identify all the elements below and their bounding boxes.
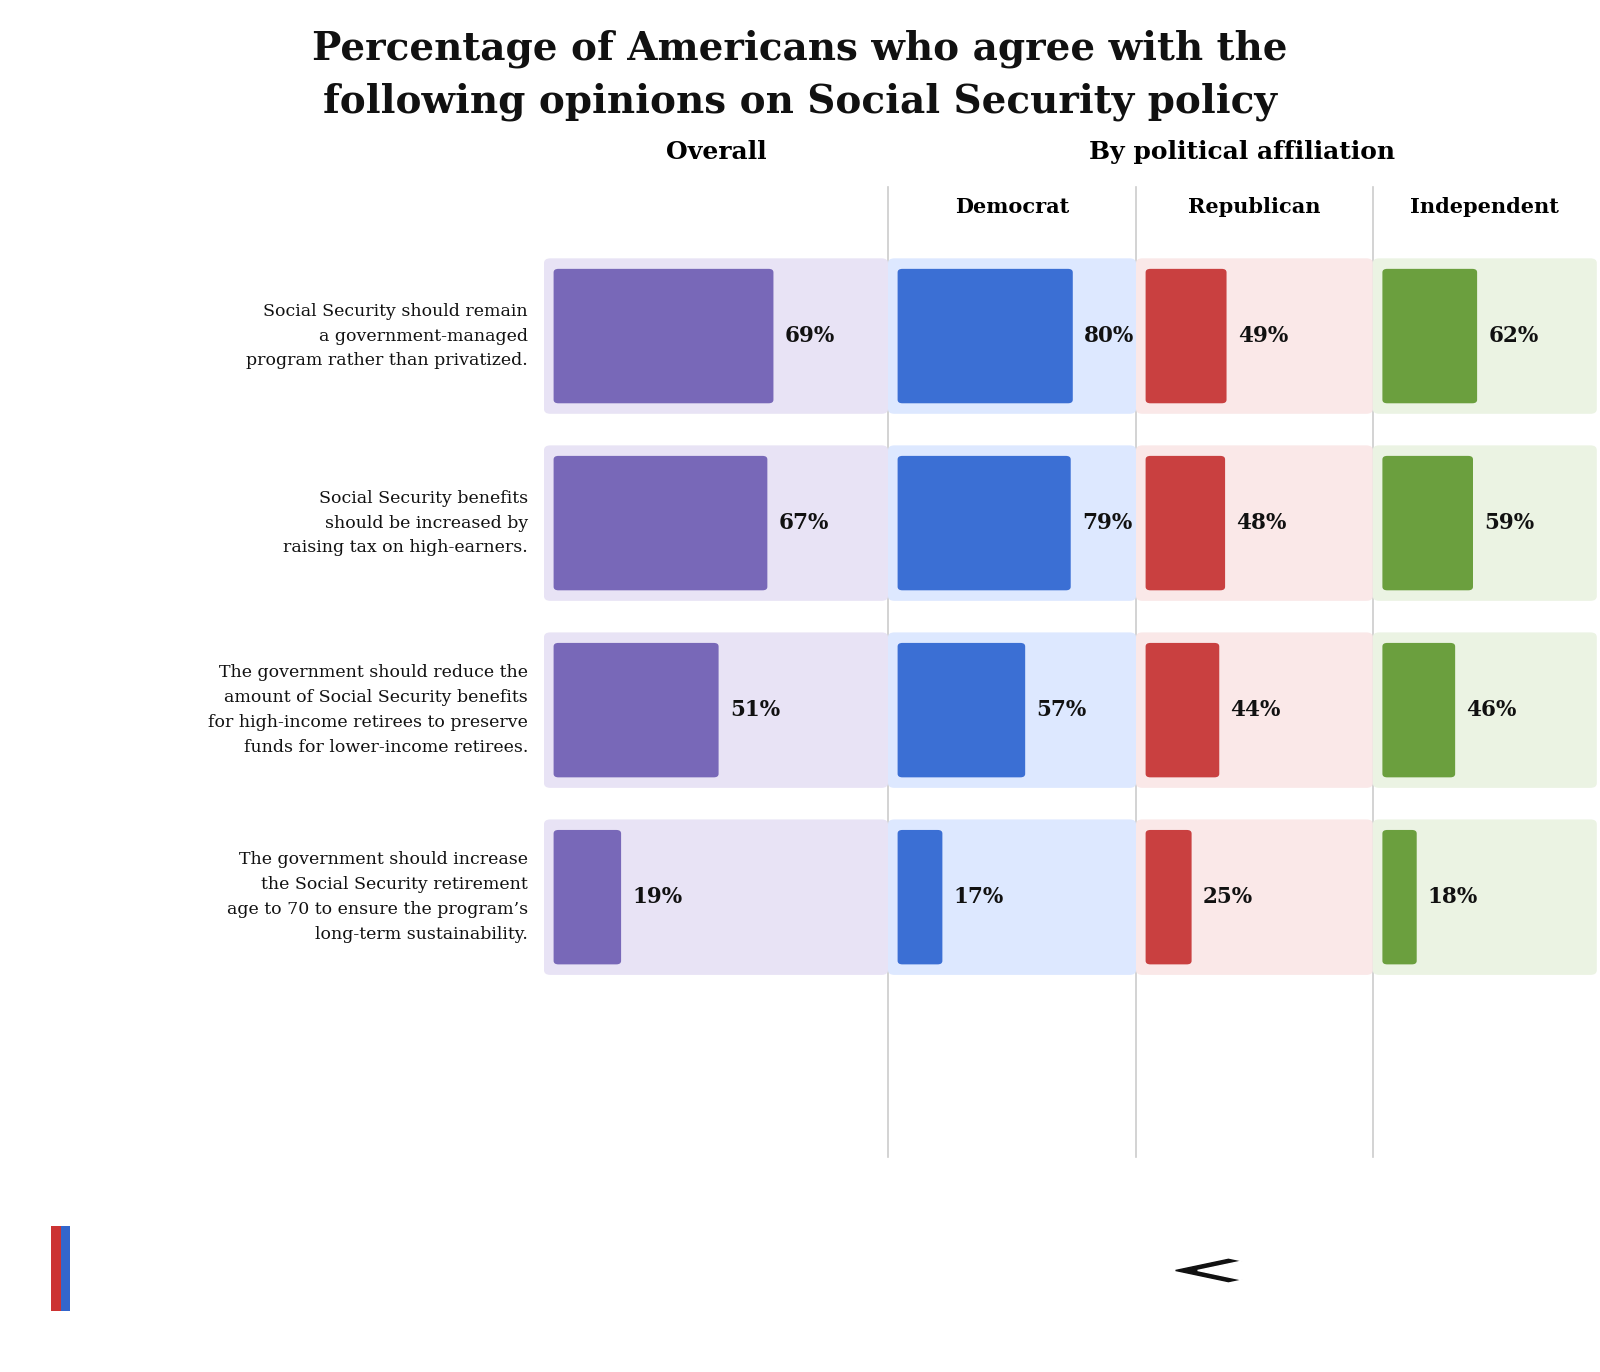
Text: 44%: 44%: [1230, 700, 1282, 722]
Text: Overall: Overall: [666, 140, 766, 165]
Text: 79%: 79%: [1082, 512, 1133, 534]
Text: By political affiliation: By political affiliation: [1090, 140, 1395, 165]
FancyBboxPatch shape: [1146, 456, 1226, 590]
Text: Democrat: Democrat: [955, 198, 1069, 217]
FancyBboxPatch shape: [898, 643, 1026, 778]
FancyBboxPatch shape: [888, 258, 1136, 414]
Text: 46%: 46%: [1466, 700, 1517, 722]
Text: 67%: 67%: [779, 512, 829, 534]
Text: 19%: 19%: [632, 886, 683, 908]
FancyBboxPatch shape: [1382, 830, 1416, 965]
FancyBboxPatch shape: [1373, 446, 1597, 601]
FancyBboxPatch shape: [1373, 819, 1597, 975]
FancyBboxPatch shape: [554, 643, 718, 778]
FancyBboxPatch shape: [888, 632, 1136, 788]
FancyBboxPatch shape: [1136, 632, 1373, 788]
Text: 51%: 51%: [730, 700, 779, 722]
FancyBboxPatch shape: [1146, 830, 1192, 965]
FancyBboxPatch shape: [1373, 632, 1597, 788]
Text: 62%: 62%: [1488, 325, 1539, 347]
FancyBboxPatch shape: [544, 446, 888, 601]
Text: 49%: 49%: [1238, 325, 1288, 347]
FancyBboxPatch shape: [544, 819, 888, 975]
Text: The government should increase
the Social Security retirement
age to 70 to ensur: The government should increase the Socia…: [227, 852, 528, 943]
FancyBboxPatch shape: [1382, 456, 1474, 590]
FancyBboxPatch shape: [1136, 819, 1373, 975]
FancyBboxPatch shape: [898, 269, 1072, 403]
Text: 48%: 48%: [1237, 512, 1286, 534]
FancyBboxPatch shape: [554, 830, 621, 965]
Text: The government should reduce the
amount of Social Security benefits
for high-inc: The government should reduce the amount …: [208, 664, 528, 756]
Text: 80%: 80%: [1083, 325, 1134, 347]
Bar: [51, 1225, 61, 1312]
FancyBboxPatch shape: [554, 456, 768, 590]
FancyBboxPatch shape: [1146, 643, 1219, 778]
FancyBboxPatch shape: [554, 269, 773, 403]
Text: Source: Atticus Study: Source: Atticus Study: [91, 1261, 322, 1280]
FancyBboxPatch shape: [898, 830, 942, 965]
Text: 59%: 59%: [1485, 512, 1534, 534]
Polygon shape: [1136, 1259, 1242, 1281]
FancyBboxPatch shape: [1136, 258, 1373, 414]
Text: Atticus: Atticus: [1267, 1246, 1466, 1295]
Text: 69%: 69%: [784, 325, 835, 347]
Text: Independent: Independent: [1410, 198, 1560, 217]
FancyBboxPatch shape: [888, 446, 1136, 601]
FancyBboxPatch shape: [1136, 446, 1373, 601]
Text: 18%: 18%: [1427, 886, 1478, 908]
FancyBboxPatch shape: [1373, 258, 1597, 414]
Text: Social Security benefits
should be increased by
raising tax on high-earners.: Social Security benefits should be incre…: [283, 490, 528, 557]
Bar: [61, 1225, 70, 1312]
FancyBboxPatch shape: [898, 456, 1070, 590]
FancyBboxPatch shape: [544, 632, 888, 788]
FancyBboxPatch shape: [1382, 643, 1454, 778]
Text: Republican: Republican: [1189, 198, 1320, 217]
Polygon shape: [1197, 1259, 1302, 1281]
FancyBboxPatch shape: [1382, 269, 1477, 403]
Text: 17%: 17%: [954, 886, 1003, 908]
Text: Percentage of Americans who agree with the
following opinions on Social Security: Percentage of Americans who agree with t…: [312, 29, 1288, 121]
Text: Social Security should remain
a government-managed
program rather than privatize: Social Security should remain a governme…: [246, 303, 528, 369]
Text: 57%: 57%: [1037, 700, 1086, 722]
Text: 25%: 25%: [1203, 886, 1253, 908]
FancyBboxPatch shape: [1146, 269, 1227, 403]
FancyBboxPatch shape: [888, 819, 1136, 975]
FancyBboxPatch shape: [544, 258, 888, 414]
Polygon shape: [1176, 1259, 1282, 1281]
